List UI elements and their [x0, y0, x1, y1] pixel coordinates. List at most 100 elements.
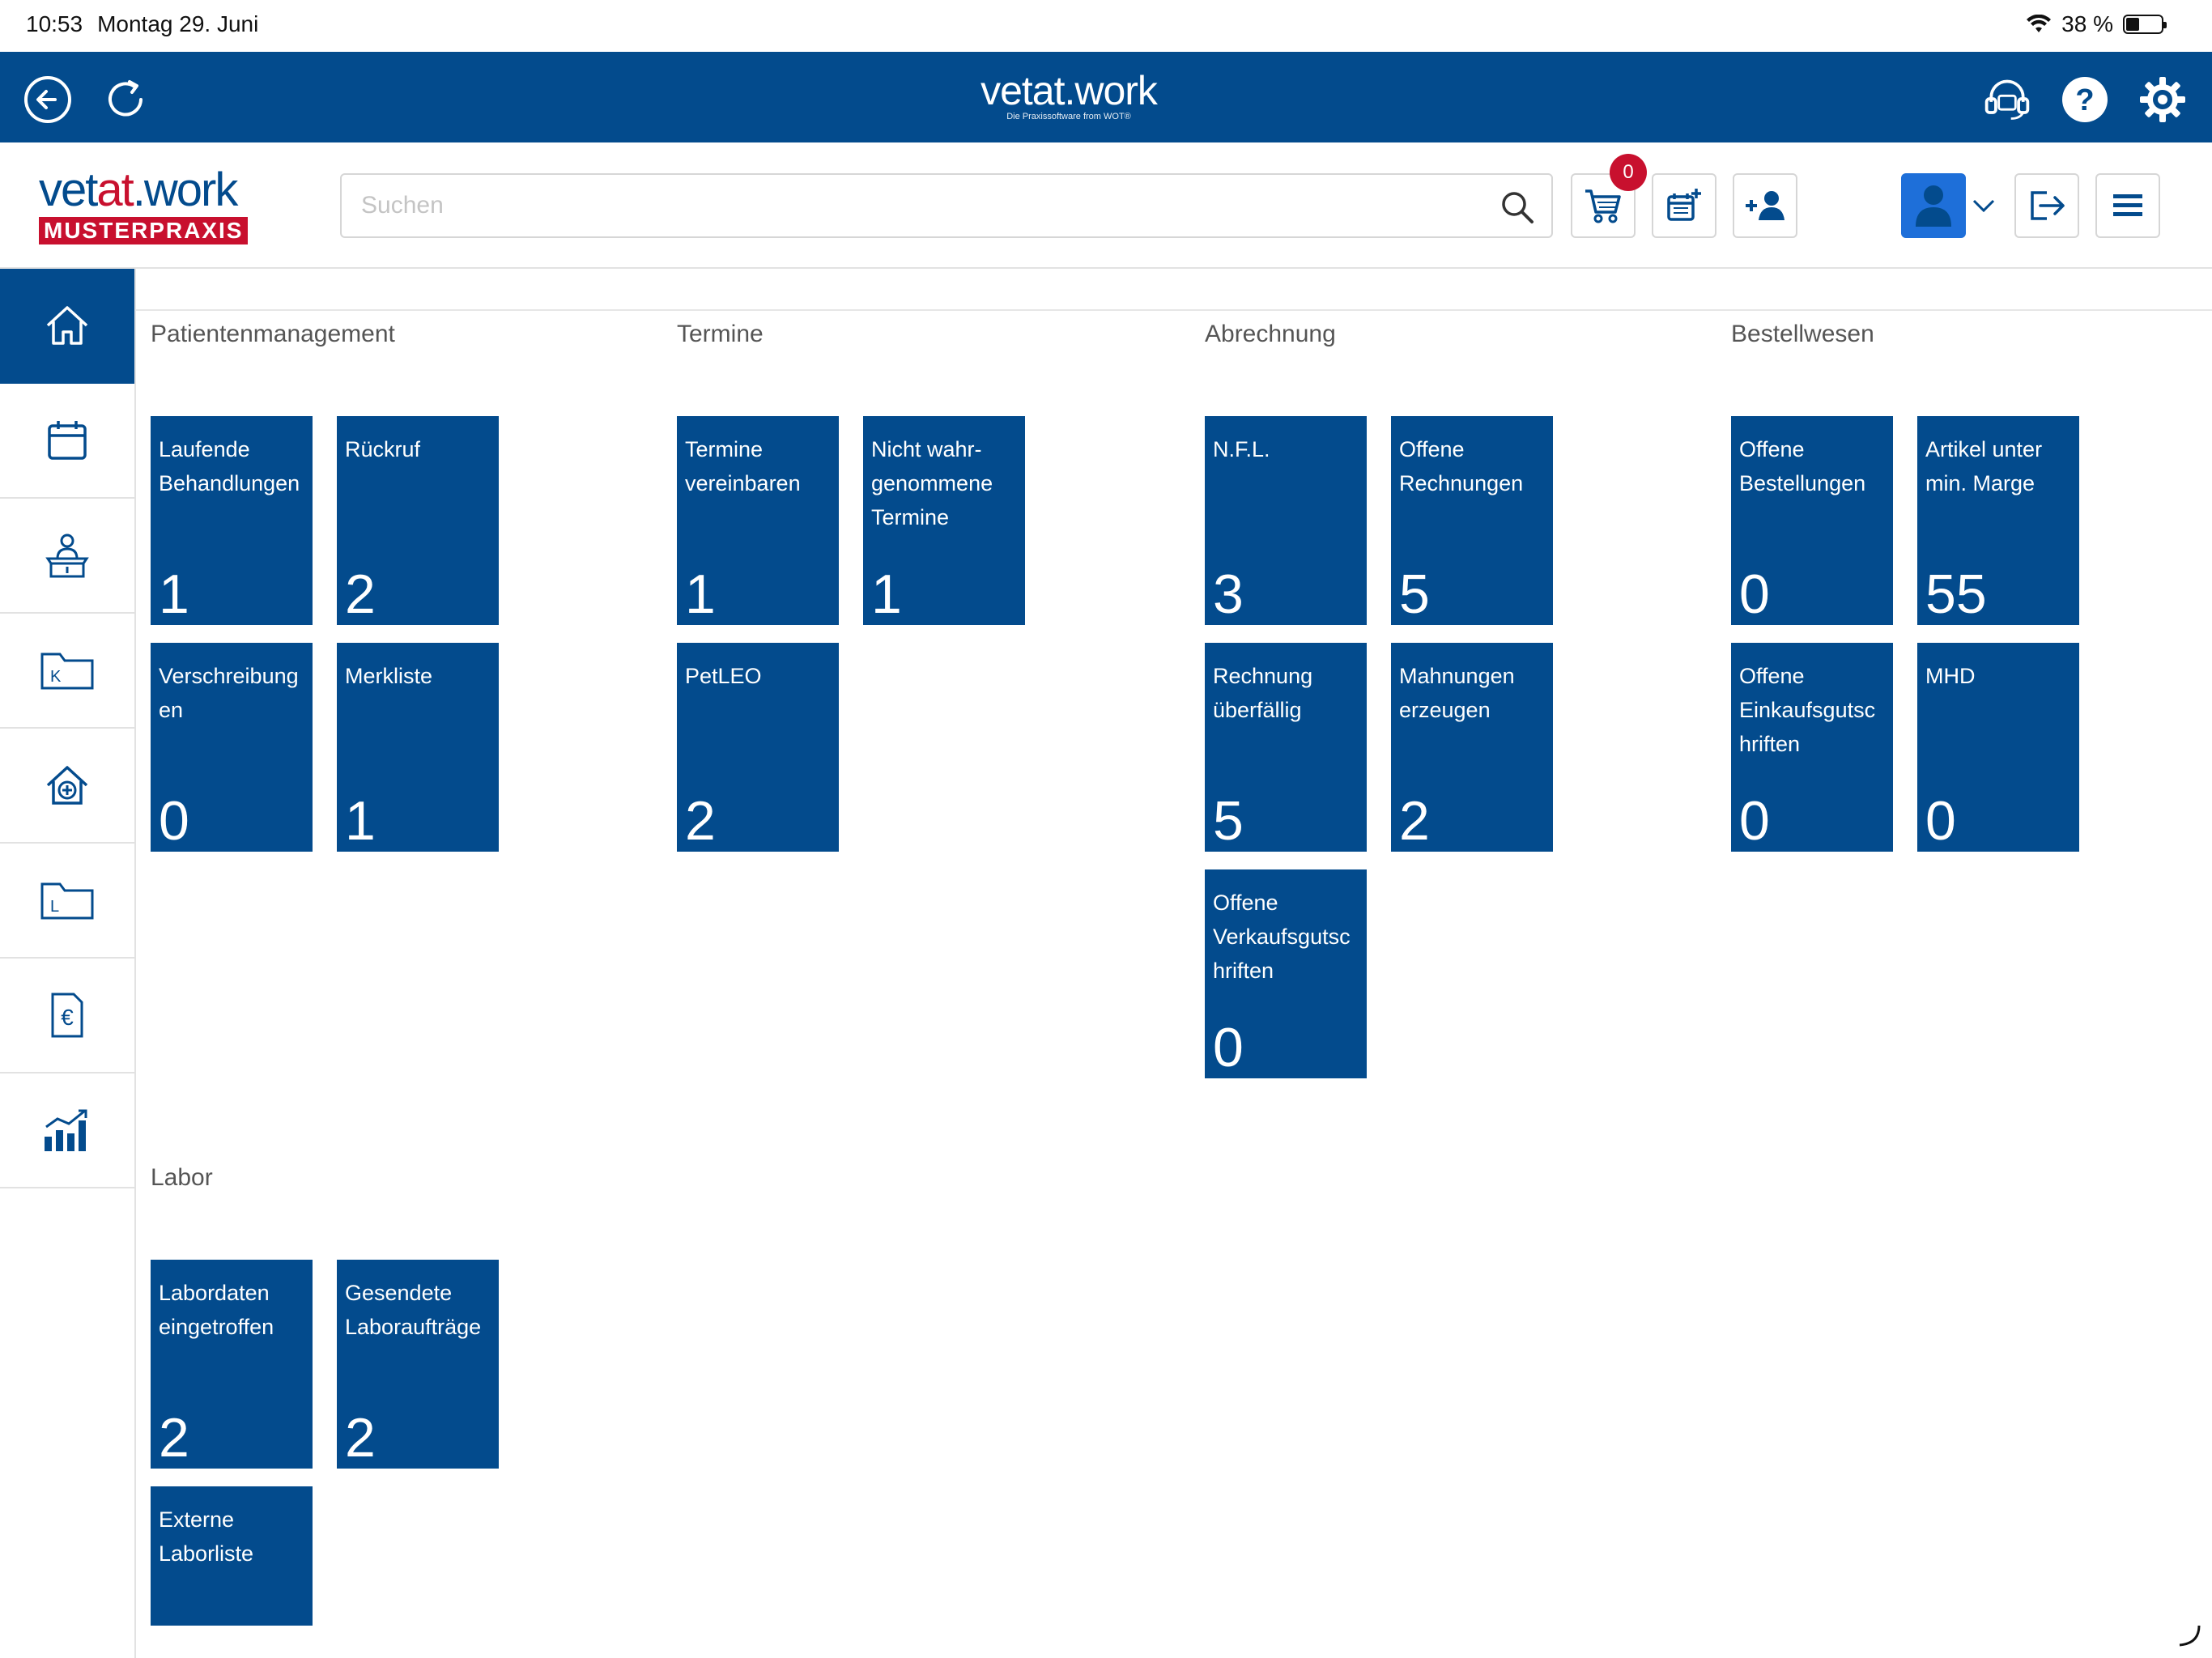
chevron-down-icon[interactable]	[1969, 191, 1998, 220]
app-brand: vetat.work Die Praxissoftware from WOT®	[980, 70, 1158, 121]
tile-label: Artikel unter min. Marge	[1925, 437, 2043, 495]
tile-label: Offene Verkaufsgutsc hriften	[1213, 891, 1351, 983]
tile-rueckruf[interactable]: Rückruf 2	[337, 416, 499, 625]
tile-label: Offene Rechnungen	[1399, 437, 1524, 495]
back-icon[interactable]	[23, 74, 73, 125]
help-icon[interactable]: ?	[2060, 74, 2110, 125]
tile-label: Verschreibung en	[159, 664, 299, 722]
tile-count: 5	[1213, 790, 1244, 852]
tile-count: 1	[159, 563, 189, 625]
content-divider	[136, 309, 2212, 311]
tile-artikel-unter-min-marge[interactable]: Artikel unter min. Marge 55	[1917, 416, 2079, 625]
svg-text:?: ?	[2075, 83, 2094, 117]
tile-verschreibungen[interactable]: Verschreibung en 0	[151, 643, 313, 852]
reception-icon	[45, 534, 89, 578]
tile-offene-bestellungen[interactable]: Offene Bestellungen 0	[1731, 416, 1893, 625]
tile-label: Labordaten eingetroffen	[159, 1281, 274, 1339]
sidebar-item-reception[interactable]	[0, 499, 134, 614]
tile-rechnung-ueberfaellig[interactable]: Rechnung überfällig 5	[1205, 643, 1367, 852]
logout-button[interactable]	[2014, 173, 2079, 238]
tile-label: Externe Laborliste	[159, 1507, 254, 1566]
tile-label: PetLEO	[685, 664, 762, 688]
tile-label: Rechnung überfällig	[1213, 664, 1313, 722]
tile-label: Offene Einkaufsgutsc hriften	[1739, 664, 1876, 756]
brand-logo: vetat.work	[981, 68, 1158, 113]
status-bar: 10:53 Montag 29. Juni 38 %	[0, 0, 2212, 52]
tile-count: 2	[159, 1407, 189, 1469]
sidebar-item-statistics[interactable]	[0, 1073, 134, 1188]
tile-petleo[interactable]: PetLEO 2	[677, 643, 839, 852]
svg-text:K: K	[50, 668, 62, 686]
add-appointment-button[interactable]	[1652, 173, 1716, 238]
tile-count: 0	[1739, 563, 1770, 625]
tile-count: 1	[345, 790, 376, 852]
tile-label: Laufende Behandlungen	[159, 437, 300, 495]
status-date: Montag 29. Juni	[97, 11, 259, 36]
tile-nicht-wahrgenommene-termine[interactable]: Nicht wahr-genommene Termine 1	[863, 416, 1025, 625]
menu-button[interactable]	[2095, 173, 2160, 238]
brand-tagline: Die Praxissoftware from WOT®	[1006, 112, 1131, 121]
sidebar-item-patient-records[interactable]: K	[0, 614, 134, 729]
calendar-icon	[48, 421, 87, 460]
tile-mahnungen-erzeugen[interactable]: Mahnungen erzeugen 2	[1391, 643, 1553, 852]
tile-offene-verkaufsgutschriften[interactable]: Offene Verkaufsgutsc hriften 0	[1205, 869, 1367, 1078]
tile-externe-laborliste[interactable]: Externe Laborliste	[151, 1486, 313, 1626]
settings-icon[interactable]	[2138, 74, 2188, 125]
tile-label: Merkliste	[345, 664, 433, 688]
tile-termine-vereinbaren[interactable]: Termine vereinbaren 1	[677, 416, 839, 625]
sidebar-item-calendar[interactable]	[0, 384, 134, 499]
sidebar-item-billing[interactable]: €	[0, 959, 134, 1073]
logout-icon	[2031, 191, 2065, 220]
practice-logo-word: vetat.work	[39, 164, 238, 216]
battery-percent: 38 %	[2061, 11, 2113, 36]
add-appointment-icon	[1667, 189, 1701, 221]
folder-l-icon: L	[40, 882, 94, 920]
tile-gesendete-laborauftraege[interactable]: Gesendete Laboraufträge 2	[337, 1260, 499, 1469]
practice-logo-badge: MUSTERPRAXIS	[39, 217, 249, 244]
tile-label: Gesendete Laboraufträge	[345, 1281, 482, 1339]
refresh-icon[interactable]	[100, 74, 151, 125]
tile-label: MHD	[1925, 664, 1976, 688]
add-user-icon	[1746, 191, 1784, 220]
svg-text:€: €	[61, 1005, 74, 1030]
tile-label: Mahnungen erzeugen	[1399, 664, 1515, 722]
tile-count: 3	[1213, 563, 1244, 625]
tile-mhd[interactable]: MHD 0	[1917, 643, 2079, 852]
practice-logo: vetat.work MUSTERPRAXIS	[39, 164, 249, 244]
section-title-patientenmanagement: Patientenmanagement	[151, 321, 395, 347]
search-icon[interactable]	[1498, 188, 1537, 227]
add-user-button[interactable]	[1733, 173, 1797, 238]
tile-count: 2	[1399, 790, 1430, 852]
headset-icon[interactable]	[1982, 74, 2032, 125]
wifi-icon	[2027, 15, 2052, 32]
cart-count-badge: 0	[1610, 154, 1647, 191]
section-title-termine: Termine	[677, 321, 764, 347]
tile-count: 0	[159, 790, 189, 852]
tile-offene-einkaufsgutschriften[interactable]: Offene Einkaufsgutsc hriften 0	[1731, 643, 1893, 852]
tile-labordaten-eingetroffen[interactable]: Labordaten eingetroffen 2	[151, 1260, 313, 1469]
home-icon	[46, 306, 88, 345]
sidebar-item-home[interactable]	[0, 269, 134, 384]
tile-merkliste[interactable]: Merkliste 1	[337, 643, 499, 852]
user-icon	[1916, 185, 1951, 227]
tile-label: Rückruf	[345, 437, 421, 461]
tile-count: 1	[871, 563, 902, 625]
sidebar-item-lab-records[interactable]: L	[0, 844, 134, 959]
status-bar-left: 10:53 Montag 29. Juni	[26, 11, 273, 37]
search-input[interactable]	[361, 175, 1478, 236]
tile-count: 2	[345, 563, 376, 625]
tile-count: 2	[345, 1407, 376, 1469]
sidebar-item-clinic[interactable]	[0, 729, 134, 844]
tile-label: Offene Bestellungen	[1739, 437, 1866, 495]
section-title-bestellwesen: Bestellwesen	[1731, 321, 1874, 347]
tile-label: N.F.L.	[1213, 437, 1270, 461]
tile-nfl[interactable]: N.F.L. 3	[1205, 416, 1367, 625]
tile-count: 1	[685, 563, 716, 625]
resize-handle-icon	[2179, 1625, 2201, 1647]
tile-offene-rechnungen[interactable]: Offene Rechnungen 5	[1391, 416, 1553, 625]
cart-icon	[1585, 189, 1621, 223]
menu-icon	[2113, 194, 2142, 216]
user-avatar[interactable]	[1901, 173, 1966, 238]
tile-count: 2	[685, 790, 716, 852]
tile-laufende-behandlungen[interactable]: Laufende Behandlungen 1	[151, 416, 313, 625]
